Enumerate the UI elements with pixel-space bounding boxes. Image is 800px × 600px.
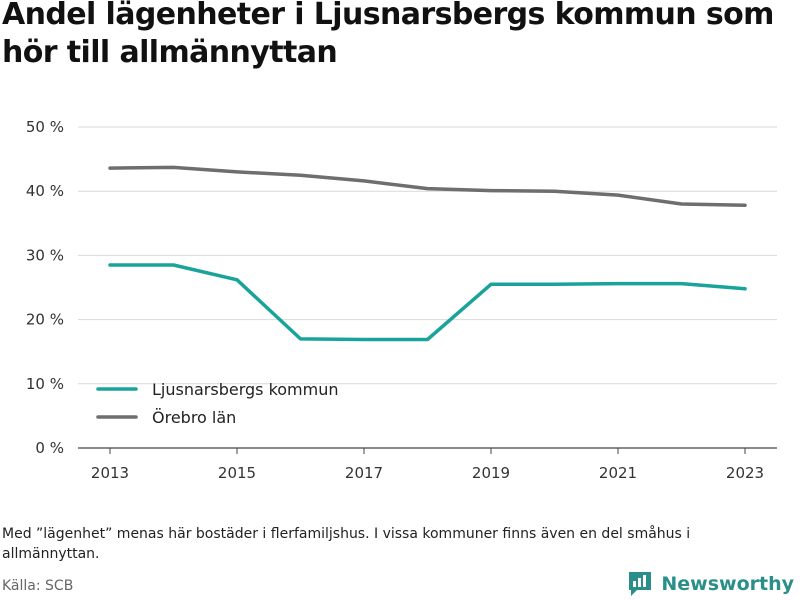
y-tick-label: 50 % — [26, 118, 64, 136]
newsworthy-logo-icon — [627, 570, 653, 598]
newsworthy-brand[interactable]: Newsworthy — [627, 570, 794, 598]
data-point — [617, 282, 620, 285]
series-line-0 — [110, 265, 745, 340]
data-point — [172, 166, 175, 169]
x-tick-label: 2015 — [218, 464, 256, 482]
data-point — [109, 167, 112, 170]
data-point — [299, 337, 302, 340]
data-point — [553, 283, 556, 286]
series-lines — [109, 166, 747, 341]
data-point — [236, 170, 239, 173]
y-tick-label: 10 % — [26, 375, 64, 393]
data-point — [299, 174, 302, 177]
footnote: Med ”lägenhet” menas här bostäder i fler… — [2, 524, 792, 564]
data-point — [363, 179, 366, 182]
data-point — [680, 282, 683, 285]
series-line-1 — [110, 167, 745, 205]
data-point — [680, 203, 683, 206]
y-tick-label: 20 % — [26, 311, 64, 329]
data-point — [363, 338, 366, 341]
line-chart: 0 % 10 % 20 % 30 % 40 % 50 % 2013 2015 2017 2019… — [0, 0, 800, 600]
x-axis: 2013 2015 2017 2019 2021 2023 — [91, 448, 764, 482]
data-point — [236, 278, 239, 281]
brand-name: Newsworthy — [661, 573, 794, 595]
x-tick-label: 2013 — [91, 464, 129, 482]
x-tick-label: 2019 — [472, 464, 510, 482]
data-point — [426, 187, 429, 190]
x-tick-label: 2021 — [599, 464, 637, 482]
data-point — [490, 189, 493, 192]
legend: Ljusnarsbergs kommun Örebro län — [98, 380, 339, 427]
data-point — [553, 190, 556, 193]
x-tick-label: 2017 — [345, 464, 383, 482]
legend-label: Ljusnarsbergs kommun — [152, 380, 339, 399]
data-point — [617, 194, 620, 197]
y-tick-label: 0 % — [35, 439, 64, 457]
y-axis-ticks: 0 % 10 % 20 % 30 % 40 % 50 % — [26, 118, 64, 457]
data-point — [490, 283, 493, 286]
legend-label: Örebro län — [152, 408, 236, 427]
data-point — [426, 338, 429, 341]
data-point — [744, 287, 747, 290]
data-point — [744, 204, 747, 207]
y-tick-label: 30 % — [26, 246, 64, 264]
x-tick-label: 2023 — [726, 464, 764, 482]
y-tick-label: 40 % — [26, 182, 64, 200]
source-label: Källa: SCB — [2, 578, 73, 594]
data-point — [172, 264, 175, 267]
data-point — [109, 264, 112, 267]
gridlines — [78, 127, 777, 448]
